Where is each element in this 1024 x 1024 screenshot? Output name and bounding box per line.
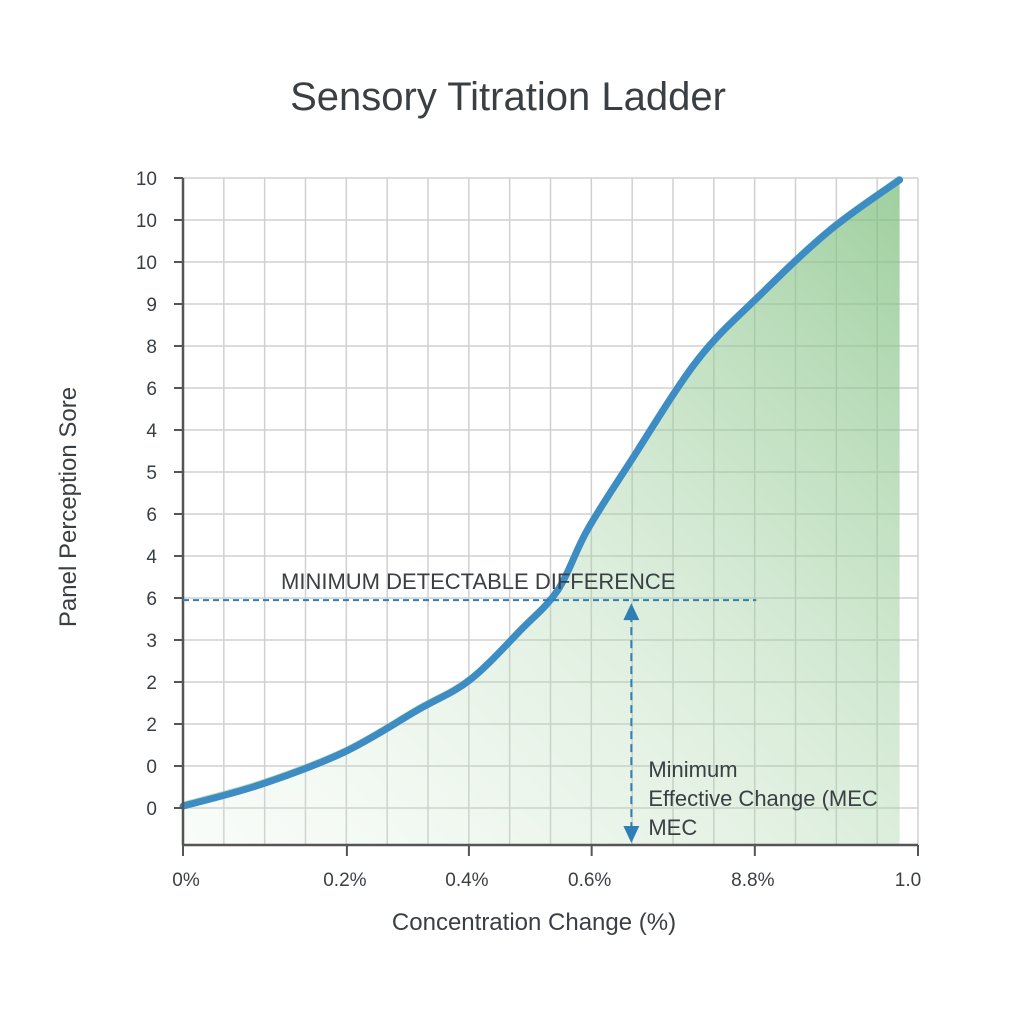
y-tick-label: 6	[146, 379, 157, 400]
y-tick-label: 3	[146, 631, 157, 652]
mec-label-line: Effective Change (MEC	[648, 786, 878, 811]
y-tick-label: 0	[146, 757, 157, 778]
annotations: MINIMUM DETECTABLE DIFFERENCE Minimum Effe…	[183, 569, 878, 843]
y-axis-label: Panel Perception Sore	[55, 387, 82, 627]
y-tick-label: 10	[136, 211, 157, 232]
mec-label-line: MEC	[648, 815, 697, 840]
x-tick-label: 0%	[172, 870, 200, 891]
area-layer	[179, 175, 904, 845]
y-tick-label: 6	[146, 505, 157, 526]
y-tick-label: 4	[146, 547, 157, 568]
y-tick-label: 4	[146, 421, 157, 442]
ticks: 10 10 10 9 8 6 4 5 6 4 6 3 2 2 0 0 0% 0.2% 0.4% 0.6% 8.8% 1.0	[136, 169, 921, 891]
mec-label-line: Minimum	[648, 757, 737, 782]
x-tick-label: 8.8%	[731, 870, 774, 891]
x-tick-label: 0.6%	[568, 870, 611, 891]
mdd-label: MINIMUM DETECTABLE DIFFERENCE	[281, 569, 675, 594]
mec-arrow-down-icon	[623, 826, 640, 843]
y-tick-label: 10	[136, 253, 157, 274]
area-fill	[183, 179, 900, 845]
x-tick-label: 1.0	[895, 870, 921, 891]
y-tick-label: 10	[136, 169, 157, 190]
y-tick-label: 2	[146, 673, 157, 694]
x-tick-label: 0.2%	[323, 870, 366, 891]
y-tick-label: 6	[146, 589, 157, 610]
x-tick-label: 0.4%	[445, 870, 488, 891]
mec-arrow-up-icon	[623, 603, 640, 621]
x-axis-label: Concentration Change (%)	[392, 909, 676, 936]
y-tick-label: 2	[146, 715, 157, 736]
y-tick-label: 0	[146, 799, 157, 820]
axes	[181, 178, 918, 847]
y-tick-label: 8	[146, 337, 157, 358]
chart-title: Sensory Titration Ladder	[290, 75, 726, 119]
series-line	[179, 176, 904, 810]
y-tick-label: 9	[146, 295, 157, 316]
y-tick-label: 5	[146, 463, 157, 484]
